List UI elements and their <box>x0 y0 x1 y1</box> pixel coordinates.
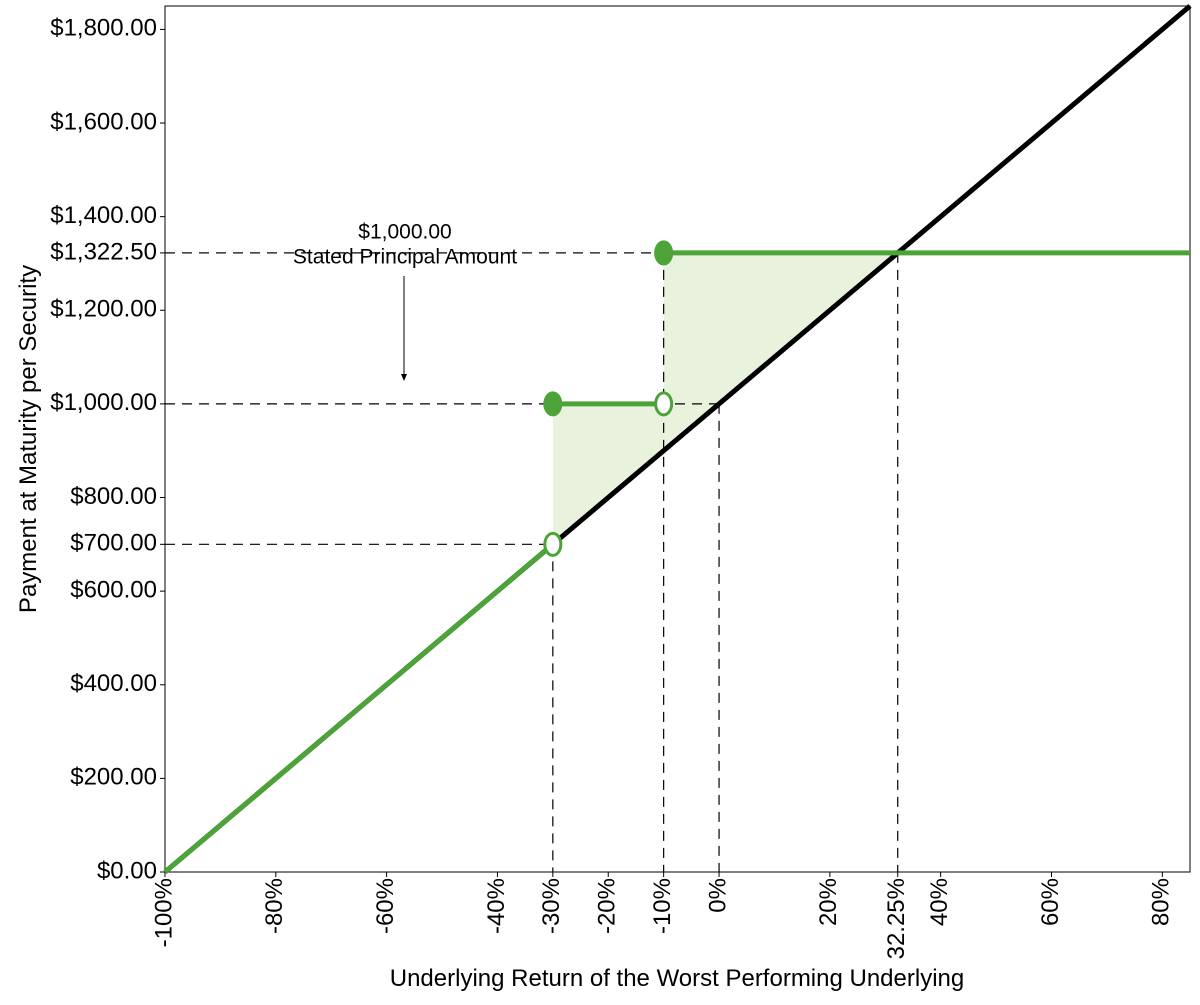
annotation-arrowhead <box>401 374 407 381</box>
annotation-text: Stated Principal Amount <box>293 246 517 269</box>
y-tick-label: $1,800.00 <box>50 15 157 42</box>
x-tick-label: 32.25% <box>883 878 910 959</box>
series-line <box>163 250 1190 874</box>
y-tick-label: $1,600.00 <box>50 108 157 135</box>
filled-marker <box>543 391 563 417</box>
x-tick-label: 80% <box>1148 878 1175 926</box>
open-marker <box>543 531 563 557</box>
x-tick-label: 40% <box>926 878 953 926</box>
x-tick-label: 20% <box>815 878 842 926</box>
x-tick-label: -80% <box>261 878 288 934</box>
y-axis-title: Payment at Maturity per Security <box>15 265 42 613</box>
x-tick-label: -30% <box>538 878 565 934</box>
x-tick-label: -40% <box>483 878 510 934</box>
plot-frame <box>164 5 1191 873</box>
x-tick-label: 60% <box>1037 878 1064 926</box>
y-tick-label: $400.00 <box>70 670 157 697</box>
y-tick-label: $700.00 <box>70 530 157 557</box>
y-tick-label: $800.00 <box>70 483 157 510</box>
x-tick-label: -60% <box>372 878 399 934</box>
y-tick-label: $1,322.50 <box>50 238 157 265</box>
x-tick-label: -20% <box>594 878 621 934</box>
y-tick-label: $1,200.00 <box>50 296 157 323</box>
x-tick-label: 0% <box>704 878 731 913</box>
y-tick-label: $0.00 <box>97 857 157 884</box>
y-tick-label: $1,400.00 <box>50 202 157 229</box>
x-tick-label: -10% <box>649 878 676 934</box>
y-tick-label: $600.00 <box>70 576 157 603</box>
y-tick-label: $1,000.00 <box>50 389 157 416</box>
x-axis-title: Underlying Return of the Worst Performin… <box>390 965 964 992</box>
filled-marker <box>654 240 674 266</box>
x-tick-label: -100% <box>150 878 177 947</box>
annotation-text: $1,000.00 <box>358 221 451 244</box>
open-marker <box>654 391 674 417</box>
y-tick-label: $200.00 <box>70 764 157 791</box>
